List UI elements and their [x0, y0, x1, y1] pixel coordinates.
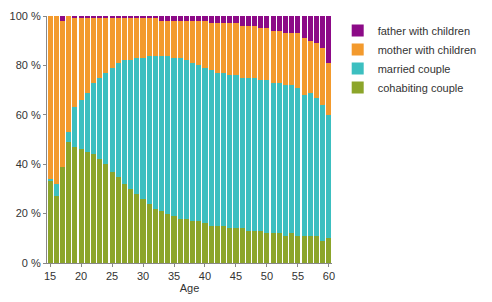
svg-text:60 %: 60 %: [16, 109, 41, 121]
svg-text:Age: Age: [180, 282, 200, 294]
svg-text:25: 25: [106, 270, 118, 282]
svg-text:0 %: 0 %: [22, 257, 41, 269]
svg-text:55: 55: [292, 270, 304, 282]
svg-text:30: 30: [137, 270, 149, 282]
svg-text:40: 40: [199, 270, 211, 282]
svg-text:50: 50: [261, 270, 273, 282]
svg-text:cohabiting couple: cohabiting couple: [378, 82, 464, 94]
svg-text:80 %: 80 %: [16, 59, 41, 71]
svg-text:mother with children: mother with children: [378, 44, 476, 56]
svg-text:35: 35: [168, 270, 180, 282]
svg-text:100 %: 100 %: [10, 10, 41, 22]
svg-text:45: 45: [230, 270, 242, 282]
svg-text:married couple: married couple: [378, 63, 451, 75]
svg-text:60: 60: [323, 270, 335, 282]
svg-text:20: 20: [75, 270, 87, 282]
svg-text:20 %: 20 %: [16, 207, 41, 219]
svg-text:40 %: 40 %: [16, 158, 41, 170]
svg-text:father with children: father with children: [378, 25, 470, 37]
svg-text:15: 15: [44, 270, 56, 282]
